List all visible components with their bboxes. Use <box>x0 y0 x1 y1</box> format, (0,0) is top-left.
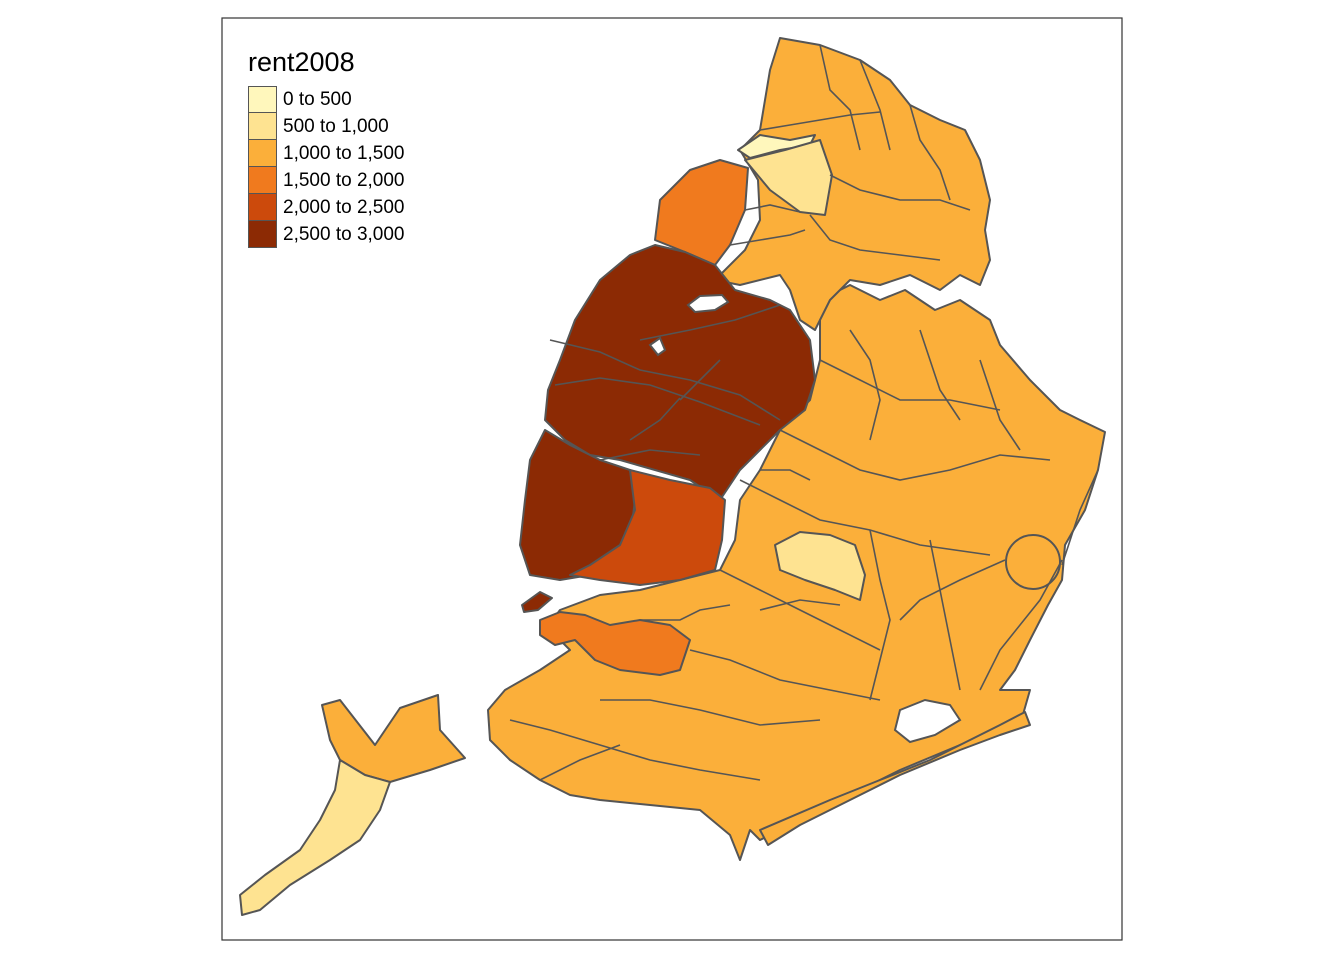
legend-item: 0 to 500 <box>248 86 405 113</box>
legend-item: 2,000 to 2,500 <box>248 194 405 221</box>
legend-label: 2,000 to 2,500 <box>283 196 405 218</box>
legend-label: 500 to 1,000 <box>283 115 389 137</box>
region-manhattan-mid <box>569 469 726 586</box>
legend-item: 1,000 to 1,500 <box>248 140 405 167</box>
legend-label: 1,000 to 1,500 <box>283 142 405 164</box>
pond <box>648 336 667 357</box>
boundary-lines <box>509 44 1099 781</box>
region-queens-light <box>774 531 866 601</box>
legend-item: 500 to 1,000 <box>248 113 405 140</box>
legend-label: 0 to 500 <box>283 88 352 110</box>
legend-swatch <box>248 140 277 167</box>
region-brooklyn-orange <box>539 611 691 676</box>
legend-item: 2,500 to 3,000 <box>248 221 405 248</box>
legend-items: 0 to 500 500 to 1,000 1,000 to 1,500 1,500 … <box>248 86 405 248</box>
legend-item: 1,500 to 2,000 <box>248 167 405 194</box>
region-circle <box>1005 534 1061 590</box>
region-island-small <box>521 591 553 613</box>
reservoir <box>686 293 730 314</box>
legend-title: rent2008 <box>248 47 355 77</box>
bay-inlet <box>893 698 962 744</box>
region-rockaway <box>759 711 1031 846</box>
legend-swatch <box>248 194 277 221</box>
region-bronx-light <box>744 139 833 216</box>
legend-swatch <box>248 86 277 113</box>
legend-label: 1,500 to 2,000 <box>283 169 405 191</box>
legend-swatch <box>248 167 277 194</box>
legend: rent2008 0 to 500 500 to 1,000 1,000 to 1,… <box>248 44 405 248</box>
legend-swatch <box>248 113 277 140</box>
legend-swatch <box>248 221 277 248</box>
legend-label: 2,500 to 3,000 <box>283 223 405 245</box>
region-staten-south <box>239 759 391 916</box>
water-features <box>648 293 962 744</box>
